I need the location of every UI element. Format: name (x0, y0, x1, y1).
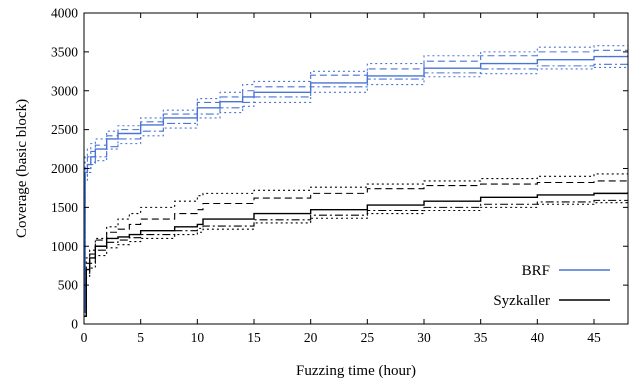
y-tick-label: 4000 (51, 6, 78, 21)
x-tick-label: 20 (304, 330, 318, 345)
legend-label: BRF (522, 263, 550, 279)
x-tick-label: 10 (191, 330, 205, 345)
x-tick-label: 35 (474, 330, 488, 345)
x-tick-label: 40 (531, 330, 545, 345)
x-axis-title: Fuzzing time (hour) (296, 363, 416, 379)
x-tick-label: 15 (247, 330, 261, 345)
y-tick-label: 3000 (51, 83, 78, 98)
y-tick-label: 500 (58, 278, 79, 293)
y-tick-label: 3500 (51, 44, 78, 59)
series-line-7 (84, 199, 628, 317)
y-tick-label: 2500 (51, 122, 78, 137)
x-tick-label: 25 (361, 330, 375, 345)
x-tick-label: 45 (587, 330, 601, 345)
series-line-3 (84, 44, 628, 313)
series-line-9 (84, 201, 628, 317)
x-tick-label: 0 (81, 330, 88, 345)
legend: BRF Syzkaller (493, 263, 610, 309)
y-tick-label: 0 (71, 317, 78, 332)
x-tick-label: 5 (137, 330, 144, 345)
series-line-4 (84, 65, 628, 313)
x-tick-label: 30 (417, 330, 431, 345)
ticks-layer: 0 5 10 15 20 25 30 35 40 45 0 500 1000 1500 2000 2500 30… (51, 6, 628, 345)
y-tick-label: 1500 (51, 200, 78, 215)
y-tick-label: 2000 (51, 161, 78, 176)
legend-label: Syzkaller (493, 293, 550, 309)
y-tick-label: 1000 (51, 239, 78, 254)
series-line-1 (84, 48, 628, 313)
series-layer (84, 44, 628, 317)
series-line-6 (84, 179, 628, 317)
y-axis-title: Coverage (basic block) (14, 99, 30, 238)
